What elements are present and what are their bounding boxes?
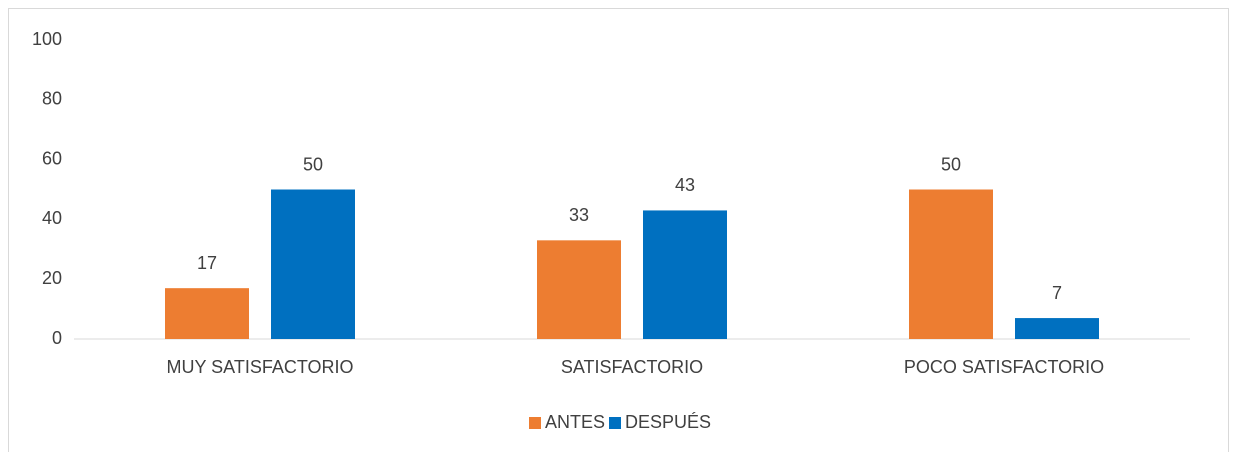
legend-label: ANTES: [545, 412, 605, 432]
data-label: 50: [303, 154, 323, 174]
y-tick-label: 0: [52, 328, 62, 348]
y-tick-label: 100: [32, 29, 62, 49]
bar: [1015, 318, 1099, 339]
y-tick-label: 60: [42, 148, 62, 168]
y-tick-label: 40: [42, 208, 62, 228]
data-label: 43: [675, 175, 695, 195]
data-label: 50: [941, 154, 961, 174]
x-tick-label: SATISFACTORIO: [561, 357, 703, 377]
bar: [271, 189, 355, 339]
x-tick-label: MUY SATISFACTORIO: [166, 357, 353, 377]
chart-border: [8, 8, 1229, 452]
y-tick-label: 80: [42, 89, 62, 109]
bar: [643, 210, 727, 339]
data-label: 7: [1052, 283, 1062, 303]
legend-swatch: [529, 417, 541, 429]
bar: [909, 189, 993, 339]
y-tick-label: 20: [42, 268, 62, 288]
data-label: 17: [197, 253, 217, 273]
bar: [537, 240, 621, 339]
legend-swatch: [609, 417, 621, 429]
data-label: 33: [569, 205, 589, 225]
x-tick-label: POCO SATISFACTORIO: [904, 357, 1104, 377]
legend-label: DESPUÉS: [625, 412, 711, 432]
bar: [165, 288, 249, 339]
